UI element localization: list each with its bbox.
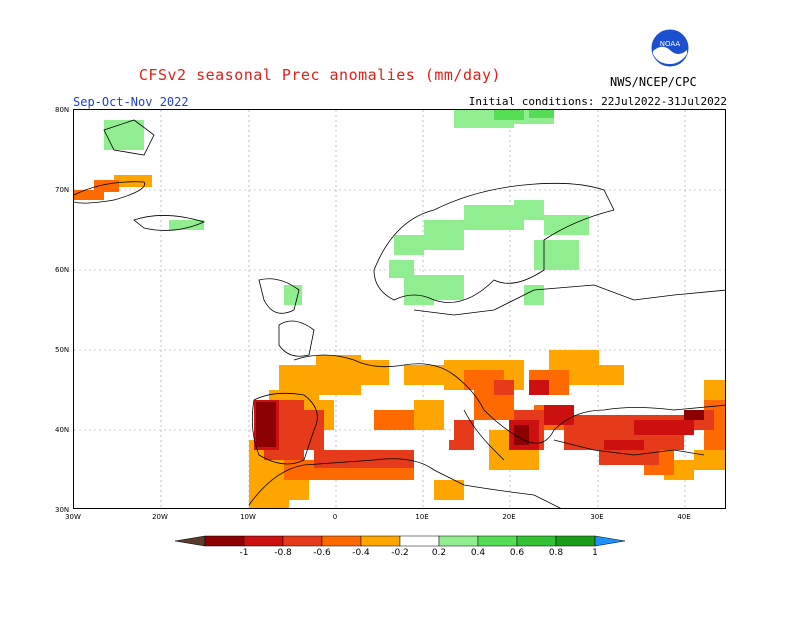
legend-swatch bbox=[282, 535, 323, 547]
lat-label-40n: 40N bbox=[55, 426, 70, 434]
lon-label-40e: 40E bbox=[677, 513, 691, 521]
lon-label-10e: 10E bbox=[415, 513, 429, 521]
legend-swatch bbox=[555, 535, 596, 547]
dry-anomaly-extreme bbox=[256, 402, 704, 447]
lat-label-50n: 50N bbox=[55, 346, 70, 354]
legend-swatch bbox=[321, 535, 362, 547]
wet-anomaly-areas bbox=[104, 110, 589, 305]
legend-tick-label: 0.6 bbox=[509, 548, 525, 558]
initial-conditions-label: Initial conditions: 22Jul2022-31Jul2022 bbox=[468, 95, 727, 108]
lon-label-20w: 20W bbox=[152, 513, 168, 521]
legend-tick-label: -0.6 bbox=[313, 548, 331, 558]
legend-swatch bbox=[204, 535, 245, 547]
legend-tick-label: 1 bbox=[592, 548, 598, 558]
lon-label-20e: 20E bbox=[502, 513, 516, 521]
lon-label-10w: 10W bbox=[240, 513, 256, 521]
legend-tick-label: -1 bbox=[239, 548, 249, 558]
legend-tick-label: -0.8 bbox=[274, 548, 292, 558]
legend-swatch bbox=[516, 535, 557, 547]
noaa-logo-text: NOAA bbox=[660, 40, 681, 48]
legend-tick-label: -0.4 bbox=[352, 548, 370, 558]
lon-label-30e: 30E bbox=[590, 513, 604, 521]
color-legend-bar bbox=[175, 535, 625, 547]
legend-tick-label: -0.2 bbox=[391, 548, 409, 558]
legend-swatch bbox=[360, 535, 401, 547]
lat-label-70n: 70N bbox=[55, 186, 70, 194]
lon-label-30w: 30W bbox=[65, 513, 81, 521]
lat-label-30n: 30N bbox=[55, 506, 70, 514]
wet-anomaly-areas-strong bbox=[494, 110, 554, 120]
legend-swatch bbox=[438, 535, 479, 547]
coastlines bbox=[74, 119, 725, 508]
lat-label-60n: 60N bbox=[55, 266, 70, 274]
dry-anomaly-light bbox=[114, 175, 725, 508]
legend-tick-label: 0.8 bbox=[548, 548, 564, 558]
legend-arrow-low bbox=[175, 535, 206, 547]
legend-arrow-high bbox=[594, 535, 625, 547]
noaa-logo-icon: NOAA bbox=[650, 28, 690, 68]
legend-tick-label: 0.2 bbox=[431, 548, 447, 558]
legend-tick-label: 0.4 bbox=[470, 548, 486, 558]
chart-title: CFSv2 seasonal Prec anomalies (mm/day) bbox=[138, 66, 502, 84]
precip-anomaly-map bbox=[74, 110, 725, 508]
legend-swatch bbox=[477, 535, 518, 547]
lon-label-0: 0 bbox=[332, 513, 338, 521]
lat-label-80n: 80N bbox=[55, 106, 70, 114]
legend-swatch bbox=[243, 535, 284, 547]
legend-swatch bbox=[399, 535, 440, 547]
season-label: Sep-Oct-Nov 2022 bbox=[73, 95, 189, 109]
agency-label: NWS/NCEP/CPC bbox=[610, 75, 697, 89]
map-panel bbox=[73, 109, 726, 509]
